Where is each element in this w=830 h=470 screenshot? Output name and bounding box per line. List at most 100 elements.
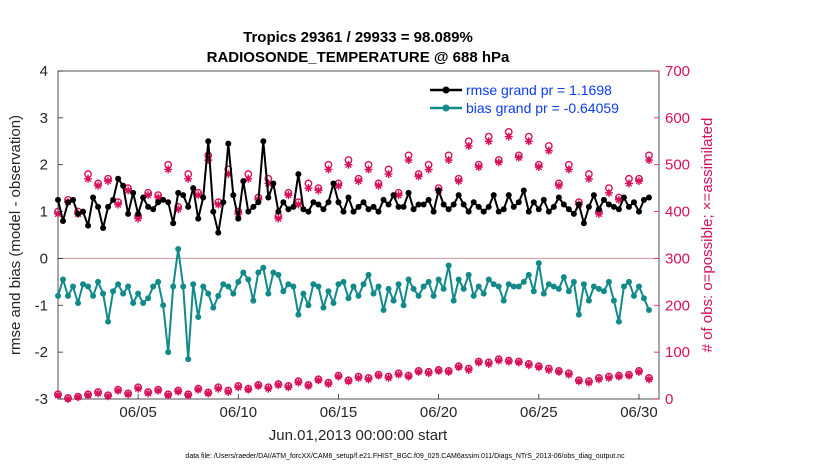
bias-point xyxy=(490,281,497,288)
bias-point xyxy=(210,304,217,311)
assimilated-obs-point xyxy=(384,170,393,179)
left-axis-ticks: -3 -2 -1 0 1 2 3 4 xyxy=(35,63,63,408)
rmse-point xyxy=(110,196,117,203)
bias-point xyxy=(465,271,472,278)
rmse-point xyxy=(405,189,412,196)
assimilated-obs-point xyxy=(324,165,333,174)
assimilated-obs-point xyxy=(294,378,303,387)
rmse-point xyxy=(85,222,92,229)
bias-point xyxy=(105,318,112,325)
assimilated-obs-point xyxy=(444,367,453,376)
rmse-point xyxy=(75,210,82,217)
assimilated-obs-point xyxy=(504,132,513,141)
bias-point xyxy=(150,283,157,290)
bias-point xyxy=(125,283,132,290)
rmse-point xyxy=(425,196,432,203)
bias-point xyxy=(85,283,92,290)
bias-point xyxy=(175,246,182,253)
bias-point xyxy=(280,288,287,295)
bias-point xyxy=(495,283,502,290)
assimilated-obs-point xyxy=(104,392,113,401)
rmse-point xyxy=(120,182,127,189)
rmse-point xyxy=(300,206,307,213)
assimilated-obs-point xyxy=(234,383,243,392)
rmse-point xyxy=(415,201,422,208)
bias-point xyxy=(200,283,207,290)
assimilated-obs-point xyxy=(64,395,73,403)
assimilated-obs-point xyxy=(284,383,293,392)
bias-point xyxy=(595,285,602,292)
bias-point xyxy=(265,290,272,297)
bias-point xyxy=(615,318,622,325)
bias-point xyxy=(395,281,402,288)
rmse-point xyxy=(295,171,302,178)
y-left-tick-label: 0 xyxy=(40,250,48,267)
rmse-point xyxy=(265,194,272,201)
bias-point xyxy=(625,278,632,285)
assimilated-obs-point xyxy=(164,165,173,174)
rmse-point xyxy=(625,203,632,210)
assimilated-obs-point xyxy=(504,357,513,366)
assimilated-obs-point xyxy=(94,389,103,398)
bias-point xyxy=(475,283,482,290)
bias-point xyxy=(190,281,197,288)
assimilated-obs-point xyxy=(574,377,583,386)
rmse-point xyxy=(570,210,577,217)
y-left-tick-label: -3 xyxy=(35,391,48,408)
assimilated-obs-point xyxy=(334,372,343,381)
bias-point xyxy=(370,290,377,297)
bias-point xyxy=(520,278,527,285)
assimilated-obs-point xyxy=(224,170,233,179)
assimilated-obs-point xyxy=(124,186,133,195)
bias-point xyxy=(550,283,557,290)
assimilated-obs-point xyxy=(324,380,333,389)
rmse-point xyxy=(280,199,287,206)
rmse-point xyxy=(420,201,427,208)
y-right-tick-label: 700 xyxy=(665,63,690,80)
assimilated-obs-point xyxy=(604,373,613,382)
bias-point xyxy=(355,292,362,299)
legend-rmse-label: rmse grand pr = 1.1698 xyxy=(466,82,612,98)
bias-point xyxy=(310,281,317,288)
bias-point xyxy=(110,288,117,295)
chart-title-line2: RADIOSONDE_TEMPERATURE @ 688 hPa xyxy=(207,49,510,66)
bias-point xyxy=(305,302,312,309)
y-left-tick-label: 3 xyxy=(40,110,48,127)
assimilated-obs-point xyxy=(264,384,273,393)
rmse-point xyxy=(505,192,512,199)
rmse-point xyxy=(175,189,182,196)
rmse-point xyxy=(450,201,457,208)
bias-point xyxy=(270,269,277,276)
rmse-point xyxy=(430,208,437,215)
rmse-point xyxy=(365,206,372,213)
bias-point xyxy=(540,290,547,297)
bias-point xyxy=(335,281,342,288)
bias-point xyxy=(315,283,322,290)
assimilated-obs-point xyxy=(354,177,363,186)
assimilated-obs-point xyxy=(184,174,193,183)
assimilated-obs-point xyxy=(174,387,183,396)
rmse-point xyxy=(80,208,87,215)
bias-point xyxy=(60,276,67,283)
bias-point xyxy=(645,306,652,313)
assimilated-obs-point xyxy=(364,375,373,384)
rmse-point xyxy=(245,208,252,215)
rmse-series xyxy=(55,138,652,236)
bias-point xyxy=(580,281,587,288)
rmse-point xyxy=(500,206,507,213)
rmse-point xyxy=(485,203,492,210)
bias-point xyxy=(610,297,617,304)
assimilated-obs-point xyxy=(84,174,93,183)
bias-point xyxy=(375,283,382,290)
bias-point xyxy=(95,278,102,285)
chart-title-line1: Tropics 29361 / 29933 = 98.089% xyxy=(243,29,473,46)
x-tick-label: 06/05 xyxy=(119,404,157,421)
rmse-point xyxy=(55,196,61,203)
rmse-point xyxy=(230,192,237,199)
assimilated-obs-point xyxy=(214,200,223,209)
rmse-point xyxy=(585,203,592,210)
bias-point xyxy=(535,260,542,267)
assimilated-obs-point xyxy=(364,165,373,174)
bias-point xyxy=(605,278,612,285)
assimilated-obs-point xyxy=(184,391,193,400)
